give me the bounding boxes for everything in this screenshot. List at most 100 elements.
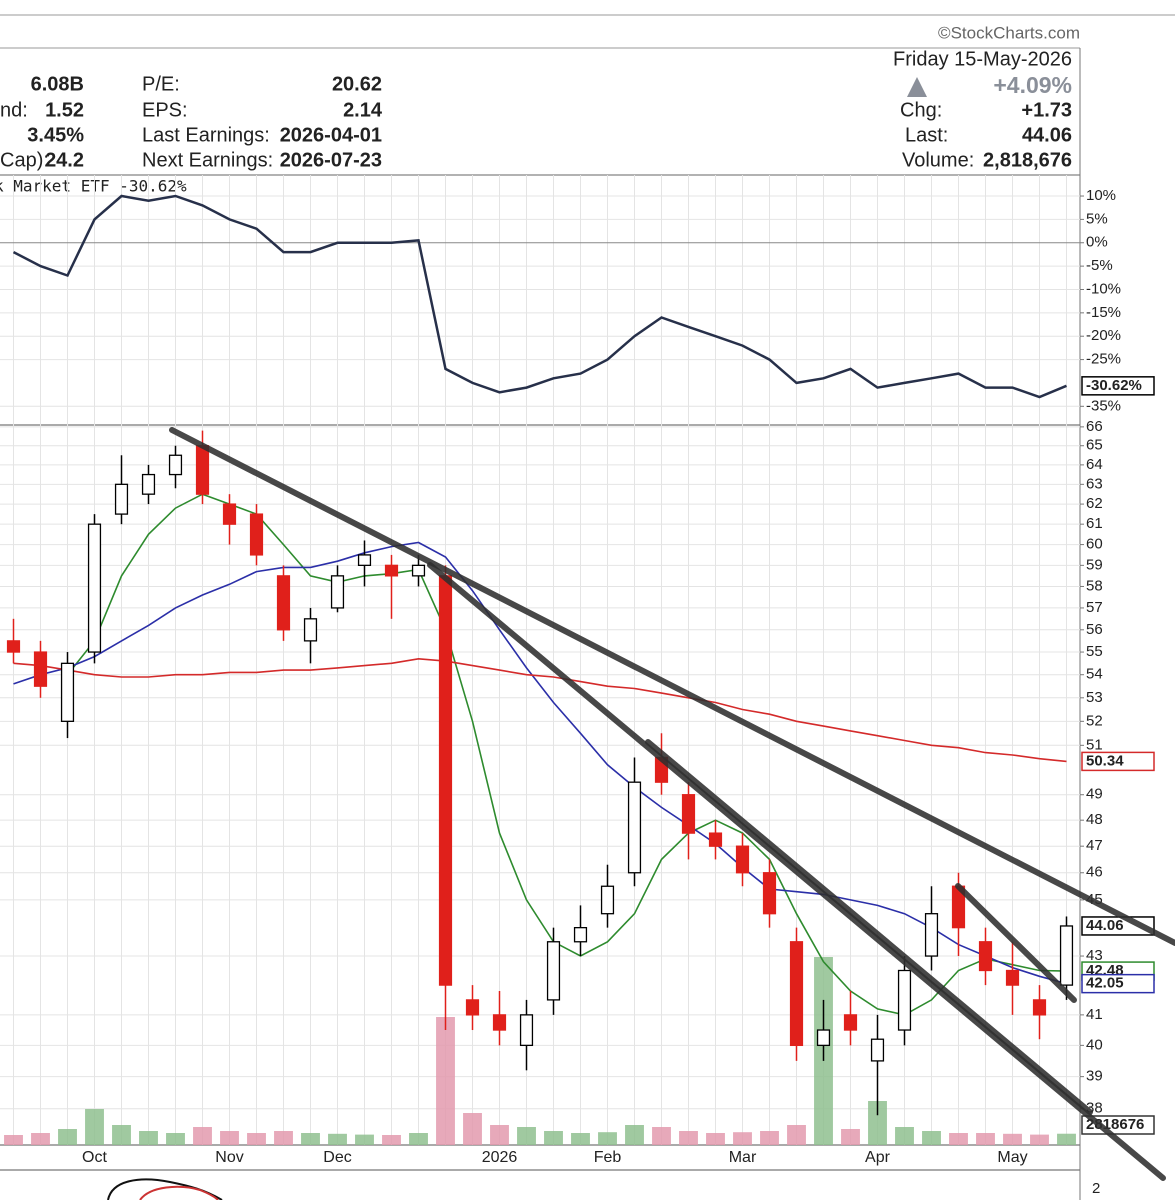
header-value: 2.14	[343, 99, 383, 121]
candle-body	[141, 473, 156, 495]
y-tick-label: -15%	[1086, 304, 1121, 321]
volume-bar	[247, 1133, 266, 1145]
header-label: Volume:	[902, 149, 974, 171]
volume-bar	[922, 1131, 941, 1145]
candle-body	[1032, 999, 1047, 1016]
y-tick-label: -35%	[1086, 397, 1121, 414]
candle-body	[438, 575, 453, 986]
value-badge-label: 42.05	[1086, 975, 1124, 992]
volume-bar	[193, 1127, 212, 1145]
x-tick-label: Nov	[215, 1149, 243, 1166]
volume-bar	[382, 1135, 401, 1145]
volume-bar	[571, 1133, 590, 1145]
volume-bar	[301, 1133, 320, 1145]
volume-bar	[706, 1133, 725, 1145]
header-value: 2026-04-01	[280, 124, 382, 146]
y-tick-label: 55	[1086, 643, 1103, 660]
candle-body	[870, 1038, 885, 1062]
volume-bar	[949, 1133, 968, 1145]
candle-body	[168, 454, 183, 476]
header-value: +1.73	[1021, 99, 1072, 121]
y-tick-label: 59	[1086, 556, 1103, 573]
candle-body	[330, 575, 345, 609]
header-value: 2,818,676	[983, 149, 1072, 171]
candle-body	[87, 523, 102, 653]
volume-bar	[625, 1125, 644, 1145]
candle-body	[573, 927, 588, 943]
indicator-curve	[139, 1185, 219, 1200]
candle-body	[546, 941, 561, 1001]
pct-change: +4.09%	[993, 72, 1072, 98]
value-badge	[1081, 376, 1155, 396]
y-tick-label: 60	[1086, 536, 1103, 553]
relative-line	[12, 194, 1067, 399]
candle-body	[843, 1014, 858, 1031]
header-label: Next Earnings:	[142, 149, 273, 171]
y-tick-label: 41	[1086, 1006, 1103, 1023]
y-tick-label: 10%	[1086, 187, 1116, 204]
y-tick-label: 66	[1086, 418, 1103, 435]
volume-bar	[328, 1133, 347, 1145]
value-badge-label: -30.62%	[1086, 377, 1142, 394]
y-tick-label: 40	[1086, 1036, 1103, 1053]
y-tick-label: 52	[1086, 712, 1103, 729]
quote-date: Friday 15-May-2026	[893, 48, 1072, 70]
volume-bar	[85, 1109, 104, 1145]
candle-body	[33, 651, 48, 687]
value-badge-label: 44.06	[1086, 917, 1124, 934]
volume-bar	[976, 1133, 995, 1145]
y-tick-label: -5%	[1086, 257, 1113, 274]
volume-bar	[112, 1125, 131, 1145]
x-tick-label: May	[997, 1149, 1027, 1166]
y-tick-label: 39	[1086, 1068, 1103, 1085]
header-value: 20.62	[332, 73, 382, 95]
up-arrow	[907, 77, 927, 97]
value-badge	[1081, 1115, 1155, 1135]
value-badge	[1081, 973, 1155, 994]
candle-body	[222, 503, 237, 525]
lower-tick-label: 2	[1092, 1180, 1100, 1197]
moving-average	[13, 657, 1067, 763]
candle-body	[708, 832, 723, 847]
x-tick-label: Oct	[82, 1149, 107, 1166]
candle-body	[60, 662, 75, 722]
header-label: P/E:	[142, 73, 180, 95]
trend-line	[645, 739, 1093, 1115]
candle-body	[627, 781, 642, 874]
relative-legend: k Market ETF -30.62%	[0, 177, 187, 196]
value-badge-label: 50.34	[1086, 752, 1124, 769]
header-value: 44.06	[1022, 124, 1072, 146]
candle-body	[519, 1014, 534, 1047]
y-tick-label: 56	[1086, 621, 1103, 638]
volume-bar	[868, 1101, 887, 1145]
y-tick-label: 61	[1086, 515, 1103, 532]
y-tick-label: 58	[1086, 577, 1103, 594]
header-label: Cap):	[0, 149, 49, 171]
candle-body	[600, 885, 615, 915]
y-tick-label: 63	[1086, 475, 1103, 492]
y-tick-label: 43	[1086, 947, 1103, 964]
volume-bar	[220, 1131, 239, 1145]
volume-bar	[31, 1133, 50, 1145]
trend-lines	[169, 427, 1175, 1181]
candle-body	[1005, 969, 1020, 986]
y-tick-label: -10%	[1086, 280, 1121, 297]
volume-bar	[841, 1129, 860, 1145]
volume-bar	[1057, 1133, 1076, 1145]
candle-body	[357, 554, 372, 566]
candle-body	[114, 483, 129, 515]
volume-bar	[139, 1131, 158, 1145]
x-tick-label: Feb	[594, 1149, 622, 1166]
y-tick-label: 57	[1086, 599, 1103, 616]
x-tick-label: 2026	[482, 1149, 518, 1166]
candle-body	[1059, 925, 1074, 986]
candle-body	[762, 872, 777, 915]
candle-body	[897, 969, 912, 1031]
moving-average	[13, 541, 1067, 985]
x-tick-label: Mar	[729, 1149, 757, 1166]
candle-body	[492, 1014, 507, 1031]
header-label: nd:	[0, 99, 28, 121]
candle-body	[6, 640, 21, 653]
